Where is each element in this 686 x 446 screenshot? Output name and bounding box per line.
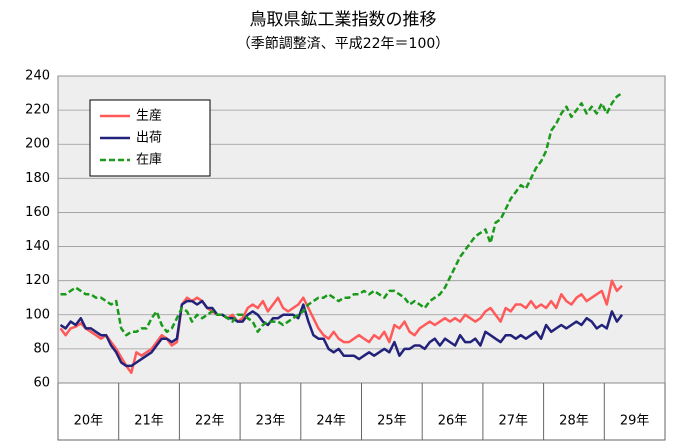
x-tick-label: 22年 [195, 414, 225, 429]
legend-label: 出荷 [136, 131, 162, 146]
y-tick-label: 100 [25, 307, 50, 322]
x-tick-label: 24年 [316, 414, 346, 429]
x-tick-label: 21年 [134, 414, 164, 429]
series-line [59, 279, 623, 375]
y-tick-label: 80 [33, 341, 50, 356]
x-tick-label: 28年 [559, 414, 589, 429]
x-tick-label: 20年 [74, 414, 104, 429]
x-tick-label: 25年 [377, 414, 407, 429]
legend-label: 在庫 [136, 153, 162, 168]
y-tick-label: 60 [33, 376, 50, 391]
y-tick-label: 160 [25, 205, 50, 220]
x-tick-label: 23年 [256, 414, 286, 429]
chart-title: 鳥取県鉱工業指数の推移 [250, 10, 437, 30]
y-tick-label: 180 [25, 171, 50, 186]
y-tick-label: 240 [25, 69, 50, 84]
series-line [60, 92, 623, 337]
y-tick-label: 220 [25, 103, 50, 118]
series-line [59, 299, 623, 368]
y-tick-label: 140 [25, 239, 50, 254]
chart-subtitle: （季節調整済、平成22年＝100） [237, 35, 450, 52]
x-tick-label: 29年 [620, 414, 650, 429]
x-tick-label: 27年 [498, 414, 528, 429]
legend-label: 生産 [136, 108, 162, 124]
y-tick-label: 200 [25, 137, 50, 152]
y-tick-label: 120 [25, 273, 50, 288]
x-tick-label: 26年 [438, 414, 468, 429]
